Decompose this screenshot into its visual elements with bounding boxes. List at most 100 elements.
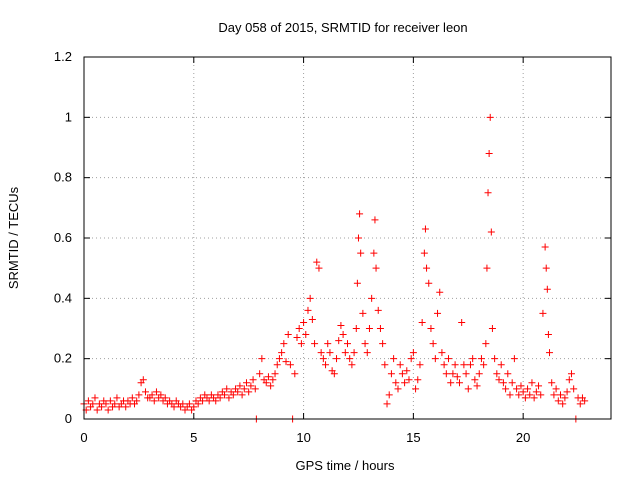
data-point (238, 391, 246, 399)
data-point (361, 340, 369, 348)
data-point (376, 325, 384, 332)
y-tick-label: 1.2 (54, 49, 72, 64)
data-point (98, 403, 106, 411)
data-point (471, 376, 479, 384)
data-point (550, 391, 558, 399)
data-point (469, 355, 477, 363)
data-point (152, 388, 160, 396)
data-point (161, 394, 169, 402)
data-point (185, 400, 193, 408)
data-point (570, 385, 578, 393)
data-point (506, 391, 514, 399)
data-point (542, 264, 550, 272)
data-point (370, 249, 378, 257)
data-point (530, 394, 538, 402)
data-point (396, 361, 404, 369)
data-point (484, 189, 492, 197)
data-point (278, 349, 286, 357)
data-point (445, 355, 453, 363)
y-tick-label: 0.2 (54, 351, 72, 366)
data-point (306, 294, 314, 302)
data-point (510, 355, 518, 363)
data-point (280, 340, 288, 348)
gridlines (84, 57, 611, 419)
data-point (427, 325, 435, 332)
data-point (111, 400, 119, 408)
data-point (139, 376, 147, 384)
x-tick-label: 20 (516, 430, 530, 445)
data-point (541, 243, 549, 251)
data-point (106, 397, 114, 405)
data-point (319, 355, 327, 363)
data-point (537, 391, 545, 399)
data-point (190, 403, 198, 411)
data-point (354, 234, 362, 242)
data-point (267, 382, 275, 390)
data-point (519, 388, 527, 396)
data-point (128, 394, 136, 402)
data-point (429, 340, 437, 348)
data-point (84, 397, 92, 405)
data-point (372, 264, 380, 272)
data-point (262, 379, 270, 387)
data-point (477, 355, 485, 363)
data-point (563, 388, 571, 396)
data-point (486, 113, 494, 121)
data-point (451, 361, 459, 369)
data-point (548, 379, 556, 387)
data-point (554, 397, 562, 405)
data-point (495, 376, 503, 384)
x-tick-label: 5 (190, 430, 197, 445)
data-point (300, 318, 308, 326)
data-point (436, 288, 444, 296)
data-point (291, 370, 299, 378)
data-point (403, 367, 411, 375)
y-tick-label: 0 (65, 411, 72, 426)
data-point (346, 355, 354, 363)
data-point (379, 340, 387, 348)
data-point (223, 385, 231, 393)
data-point (344, 340, 351, 348)
data-point (556, 391, 564, 399)
data-point (302, 331, 310, 339)
data-point (374, 306, 382, 314)
data-point (221, 391, 229, 399)
axis-ticks: 0 0.2 0.4 0.6 0.8 1 1.2 0 5 10 15 20 (54, 49, 611, 445)
data-point (513, 385, 521, 393)
data-point (271, 370, 279, 378)
data-point (524, 385, 532, 393)
data-point (216, 394, 224, 402)
data-point (357, 249, 365, 257)
data-point (460, 361, 468, 369)
data-point (148, 391, 156, 399)
y-tick-label: 0.4 (54, 290, 72, 305)
data-point (565, 376, 573, 384)
data-point (398, 370, 406, 378)
data-point (515, 391, 523, 399)
data-point (359, 309, 367, 317)
x-axis-label: GPS time / hours (296, 458, 395, 473)
data-point (335, 337, 343, 345)
data-point (383, 400, 391, 408)
data-point (135, 391, 143, 399)
data-point (258, 355, 266, 363)
data-point (356, 210, 364, 218)
data-point (546, 349, 554, 357)
data-point (194, 400, 202, 408)
data-points (80, 113, 589, 423)
data-point (447, 379, 455, 387)
data-point (567, 370, 575, 378)
data-point (350, 349, 358, 357)
data-point (240, 385, 248, 393)
data-point (458, 318, 466, 326)
data-point (502, 385, 510, 393)
data-point (405, 376, 413, 384)
data-point (229, 391, 237, 399)
data-point (434, 309, 442, 317)
data-point (91, 394, 99, 402)
data-point (464, 385, 472, 393)
data-point (89, 400, 97, 408)
data-point (487, 228, 495, 236)
data-point (493, 370, 501, 378)
data-point (324, 340, 332, 348)
